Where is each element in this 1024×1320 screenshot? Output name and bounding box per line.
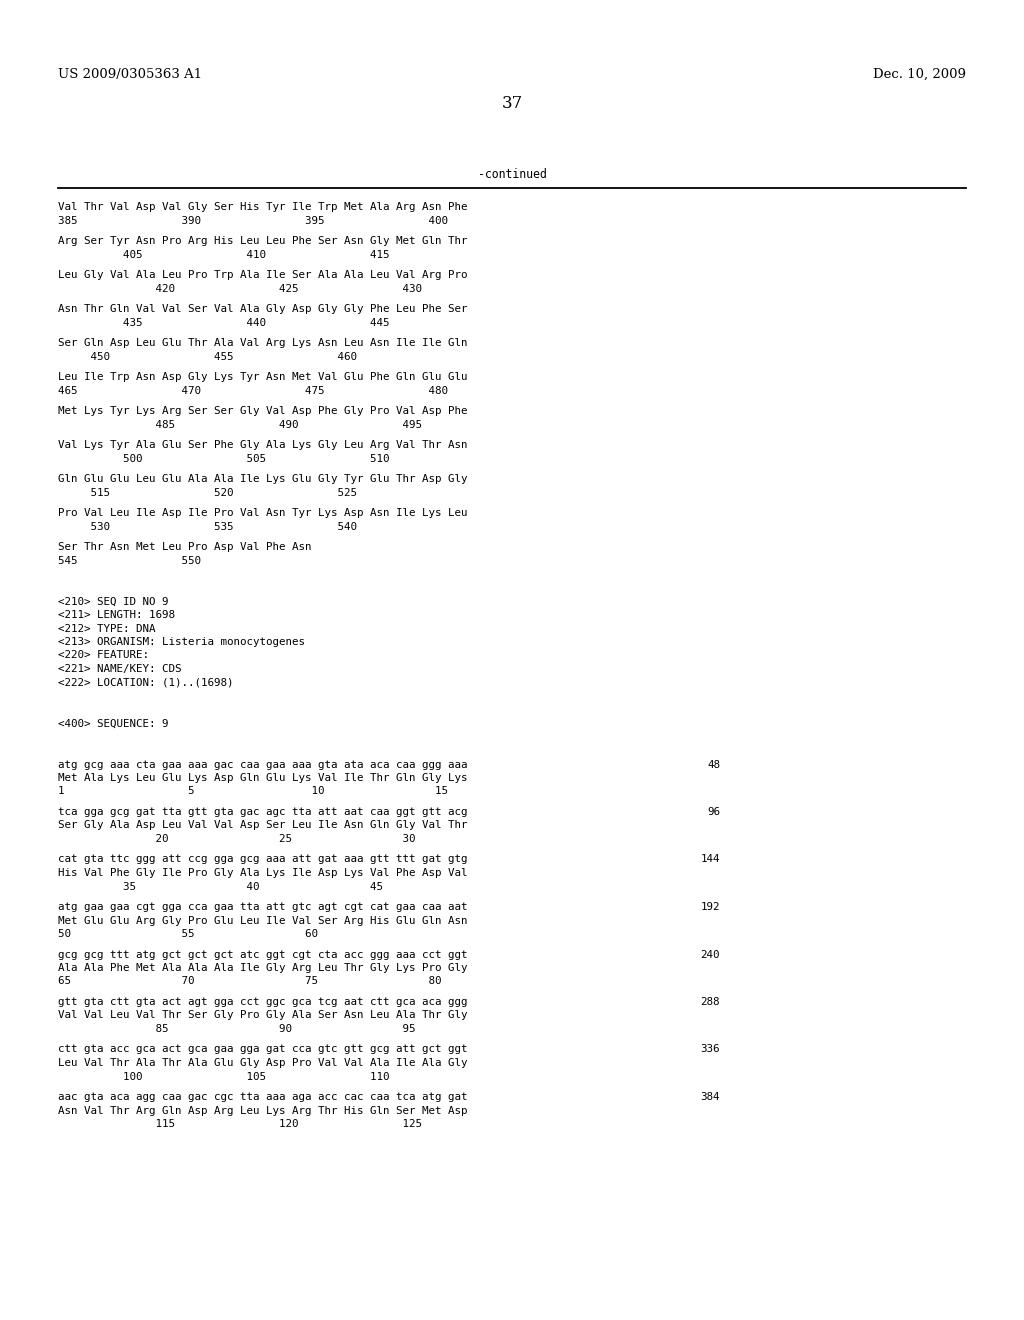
Text: Ser Gln Asp Leu Glu Thr Ala Val Arg Lys Asn Leu Asn Ile Ile Gln: Ser Gln Asp Leu Glu Thr Ala Val Arg Lys … bbox=[58, 338, 468, 348]
Text: 144: 144 bbox=[700, 854, 720, 865]
Text: His Val Phe Gly Ile Pro Gly Ala Lys Ile Asp Lys Val Phe Asp Val: His Val Phe Gly Ile Pro Gly Ala Lys Ile … bbox=[58, 869, 468, 878]
Text: 500                505                510: 500 505 510 bbox=[58, 454, 389, 463]
Text: 420                425                430: 420 425 430 bbox=[58, 284, 422, 293]
Text: 50                 55                 60: 50 55 60 bbox=[58, 929, 318, 939]
Text: Gln Glu Glu Leu Glu Ala Ala Ile Lys Glu Gly Tyr Glu Thr Asp Gly: Gln Glu Glu Leu Glu Ala Ala Ile Lys Glu … bbox=[58, 474, 468, 484]
Text: <221> NAME/KEY: CDS: <221> NAME/KEY: CDS bbox=[58, 664, 181, 675]
Text: Leu Val Thr Ala Thr Ala Glu Gly Asp Pro Val Val Ala Ile Ala Gly: Leu Val Thr Ala Thr Ala Glu Gly Asp Pro … bbox=[58, 1059, 468, 1068]
Text: 405                410                415: 405 410 415 bbox=[58, 249, 389, 260]
Text: Ser Thr Asn Met Leu Pro Asp Val Phe Asn: Ser Thr Asn Met Leu Pro Asp Val Phe Asn bbox=[58, 543, 311, 552]
Text: Leu Gly Val Ala Leu Pro Trp Ala Ile Ser Ala Ala Leu Val Arg Pro: Leu Gly Val Ala Leu Pro Trp Ala Ile Ser … bbox=[58, 271, 468, 280]
Text: Leu Ile Trp Asn Asp Gly Lys Tyr Asn Met Val Glu Phe Gln Glu Glu: Leu Ile Trp Asn Asp Gly Lys Tyr Asn Met … bbox=[58, 372, 468, 381]
Text: <400> SEQUENCE: 9: <400> SEQUENCE: 9 bbox=[58, 718, 169, 729]
Text: aac gta aca agg caa gac cgc tta aaa aga acc cac caa tca atg gat: aac gta aca agg caa gac cgc tta aaa aga … bbox=[58, 1092, 468, 1102]
Text: 465                470                475                480: 465 470 475 480 bbox=[58, 385, 449, 396]
Text: 192: 192 bbox=[700, 902, 720, 912]
Text: 115                120                125: 115 120 125 bbox=[58, 1119, 422, 1129]
Text: 450                455                460: 450 455 460 bbox=[58, 351, 357, 362]
Text: Asn Val Thr Arg Gln Asp Arg Leu Lys Arg Thr His Gln Ser Met Asp: Asn Val Thr Arg Gln Asp Arg Leu Lys Arg … bbox=[58, 1106, 468, 1115]
Text: 515                520                525: 515 520 525 bbox=[58, 487, 357, 498]
Text: atg gcg aaa cta gaa aaa gac caa gaa aaa gta ata aca caa ggg aaa: atg gcg aaa cta gaa aaa gac caa gaa aaa … bbox=[58, 759, 468, 770]
Text: atg gaa gaa cgt gga cca gaa tta att gtc agt cgt cat gaa caa aat: atg gaa gaa cgt gga cca gaa tta att gtc … bbox=[58, 902, 468, 912]
Text: 85                 90                 95: 85 90 95 bbox=[58, 1024, 416, 1034]
Text: gcg gcg ttt atg gct gct gct atc ggt cgt cta acc ggg aaa cct ggt: gcg gcg ttt atg gct gct gct atc ggt cgt … bbox=[58, 949, 468, 960]
Text: 65                 70                 75                 80: 65 70 75 80 bbox=[58, 977, 441, 986]
Text: Ala Ala Phe Met Ala Ala Ala Ile Gly Arg Leu Thr Gly Lys Pro Gly: Ala Ala Phe Met Ala Ala Ala Ile Gly Arg … bbox=[58, 964, 468, 973]
Text: Val Thr Val Asp Val Gly Ser His Tyr Ile Trp Met Ala Arg Asn Phe: Val Thr Val Asp Val Gly Ser His Tyr Ile … bbox=[58, 202, 468, 213]
Text: <213> ORGANISM: Listeria monocytogenes: <213> ORGANISM: Listeria monocytogenes bbox=[58, 638, 305, 647]
Text: 100                105                110: 100 105 110 bbox=[58, 1072, 389, 1081]
Text: Val Val Leu Val Thr Ser Gly Pro Gly Ala Ser Asn Leu Ala Thr Gly: Val Val Leu Val Thr Ser Gly Pro Gly Ala … bbox=[58, 1011, 468, 1020]
Text: -continued: -continued bbox=[477, 168, 547, 181]
Text: 336: 336 bbox=[700, 1044, 720, 1055]
Text: 96: 96 bbox=[707, 807, 720, 817]
Text: cat gta ttc ggg att ccg gga gcg aaa att gat aaa gtt ttt gat gtg: cat gta ttc ggg att ccg gga gcg aaa att … bbox=[58, 854, 468, 865]
Text: Met Glu Glu Arg Gly Pro Glu Leu Ile Val Ser Arg His Glu Gln Asn: Met Glu Glu Arg Gly Pro Glu Leu Ile Val … bbox=[58, 916, 468, 925]
Text: <222> LOCATION: (1)..(1698): <222> LOCATION: (1)..(1698) bbox=[58, 677, 233, 688]
Text: 240: 240 bbox=[700, 949, 720, 960]
Text: <211> LENGTH: 1698: <211> LENGTH: 1698 bbox=[58, 610, 175, 620]
Text: <220> FEATURE:: <220> FEATURE: bbox=[58, 651, 150, 660]
Text: Ser Gly Ala Asp Leu Val Val Asp Ser Leu Ile Asn Gln Gly Val Thr: Ser Gly Ala Asp Leu Val Val Asp Ser Leu … bbox=[58, 821, 468, 830]
Text: 435                440                445: 435 440 445 bbox=[58, 318, 389, 327]
Text: Met Lys Tyr Lys Arg Ser Ser Gly Val Asp Phe Gly Pro Val Asp Phe: Met Lys Tyr Lys Arg Ser Ser Gly Val Asp … bbox=[58, 407, 468, 416]
Text: Arg Ser Tyr Asn Pro Arg His Leu Leu Phe Ser Asn Gly Met Gln Thr: Arg Ser Tyr Asn Pro Arg His Leu Leu Phe … bbox=[58, 236, 468, 246]
Text: <212> TYPE: DNA: <212> TYPE: DNA bbox=[58, 623, 156, 634]
Text: 530                535                540: 530 535 540 bbox=[58, 521, 357, 532]
Text: <210> SEQ ID NO 9: <210> SEQ ID NO 9 bbox=[58, 597, 169, 606]
Text: 35                 40                 45: 35 40 45 bbox=[58, 882, 383, 891]
Text: 384: 384 bbox=[700, 1092, 720, 1102]
Text: 37: 37 bbox=[502, 95, 522, 112]
Text: ctt gta acc gca act gca gaa gga gat cca gtc gtt gcg att gct ggt: ctt gta acc gca act gca gaa gga gat cca … bbox=[58, 1044, 468, 1055]
Text: Asn Thr Gln Val Val Ser Val Ala Gly Asp Gly Gly Phe Leu Phe Ser: Asn Thr Gln Val Val Ser Val Ala Gly Asp … bbox=[58, 304, 468, 314]
Text: Met Ala Lys Leu Glu Lys Asp Gln Glu Lys Val Ile Thr Gln Gly Lys: Met Ala Lys Leu Glu Lys Asp Gln Glu Lys … bbox=[58, 774, 468, 783]
Text: Pro Val Leu Ile Asp Ile Pro Val Asn Tyr Lys Asp Asn Ile Lys Leu: Pro Val Leu Ile Asp Ile Pro Val Asn Tyr … bbox=[58, 508, 468, 517]
Text: 48: 48 bbox=[707, 759, 720, 770]
Text: 1                   5                  10                 15: 1 5 10 15 bbox=[58, 787, 449, 796]
Text: gtt gta ctt gta act agt gga cct ggc gca tcg aat ctt gca aca ggg: gtt gta ctt gta act agt gga cct ggc gca … bbox=[58, 997, 468, 1007]
Text: tca gga gcg gat tta gtt gta gac agc tta att aat caa ggt gtt acg: tca gga gcg gat tta gtt gta gac agc tta … bbox=[58, 807, 468, 817]
Text: Dec. 10, 2009: Dec. 10, 2009 bbox=[873, 69, 966, 81]
Text: 20                 25                 30: 20 25 30 bbox=[58, 834, 416, 843]
Text: 385                390                395                400: 385 390 395 400 bbox=[58, 215, 449, 226]
Text: 288: 288 bbox=[700, 997, 720, 1007]
Text: 485                490                495: 485 490 495 bbox=[58, 420, 422, 429]
Text: Val Lys Tyr Ala Glu Ser Phe Gly Ala Lys Gly Leu Arg Val Thr Asn: Val Lys Tyr Ala Glu Ser Phe Gly Ala Lys … bbox=[58, 440, 468, 450]
Text: 545                550: 545 550 bbox=[58, 556, 201, 565]
Text: US 2009/0305363 A1: US 2009/0305363 A1 bbox=[58, 69, 202, 81]
